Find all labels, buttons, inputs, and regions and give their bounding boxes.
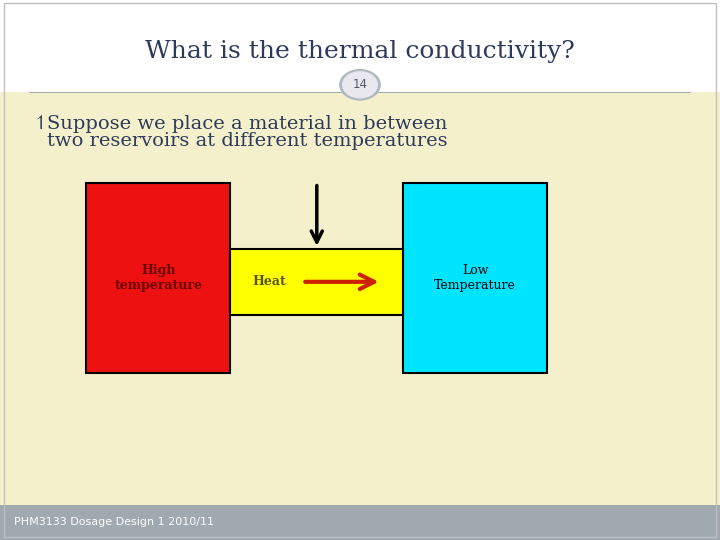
Bar (230, 249, 403, 315)
Text: Low
Temperature: Low Temperature (434, 264, 516, 292)
Text: two reservoirs at different temperatures: two reservoirs at different temperatures (47, 132, 447, 151)
Text: What is the thermal conductivity?: What is the thermal conductivity? (145, 40, 575, 63)
Text: PHM3133 Dosage Design 1 2010/11: PHM3133 Dosage Design 1 2010/11 (14, 517, 215, 527)
Bar (403, 183, 547, 373)
Bar (86, 183, 230, 373)
Text: 14: 14 (353, 78, 367, 91)
Text: High
temperature: High temperature (114, 264, 202, 292)
Text: ↿: ↿ (32, 115, 49, 133)
Text: Heat: Heat (252, 275, 286, 288)
Text: Suppose we place a material in between: Suppose we place a material in between (47, 115, 447, 133)
